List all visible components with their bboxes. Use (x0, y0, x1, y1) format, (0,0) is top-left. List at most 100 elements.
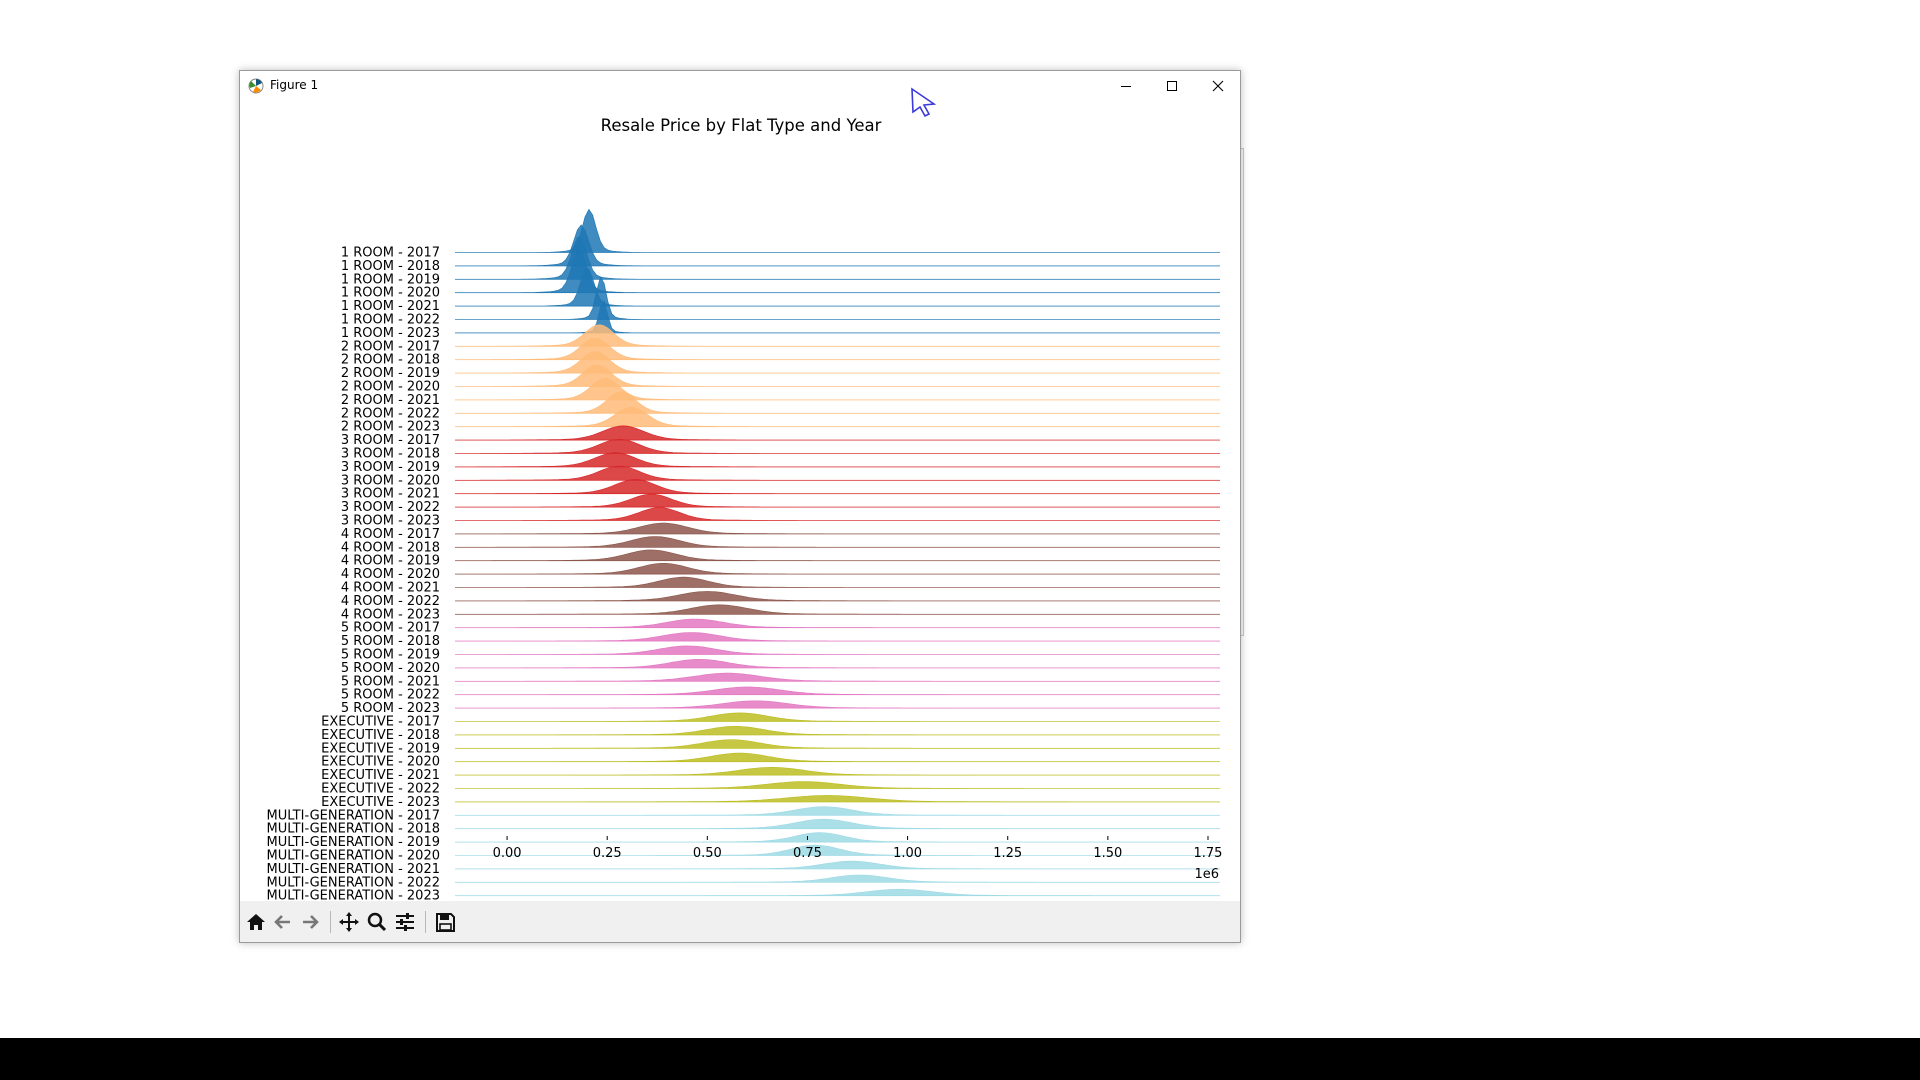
ridge-density (455, 406, 1220, 427)
x-tick-label: 1.00 (893, 846, 922, 861)
y-tick-label: 1 ROOM - 2018 (341, 259, 440, 274)
ridge-density (455, 465, 1220, 481)
y-tick-label: 5 ROOM - 2021 (341, 674, 440, 689)
y-tick-label: EXECUTIVE - 2021 (321, 768, 440, 783)
ridge-density (455, 618, 1220, 628)
y-tick-label: 4 ROOM - 2023 (341, 607, 440, 622)
ridge-density (455, 224, 1220, 267)
save-floppy-icon (436, 913, 455, 932)
zoom-magnifier-icon (367, 912, 387, 932)
ridge-density (455, 364, 1220, 387)
y-tick-label: 2 ROOM - 2020 (341, 380, 440, 395)
ridge-density (455, 536, 1220, 548)
pan-button[interactable] (336, 909, 362, 935)
ridge-density (455, 700, 1220, 709)
ridge-density (455, 766, 1220, 776)
ridge-density (455, 874, 1220, 883)
y-tick-label: 3 ROOM - 2017 (341, 433, 440, 448)
forward-button[interactable] (297, 909, 323, 935)
y-tick-label: MULTI-GENERATION - 2017 (266, 808, 440, 823)
y-tick-label: 4 ROOM - 2018 (341, 540, 440, 555)
configure-subplots-button[interactable] (392, 909, 418, 935)
y-tick-label: 1 ROOM - 2019 (341, 272, 440, 287)
close-icon (1212, 80, 1224, 92)
matplotlib-icon (247, 77, 265, 95)
forward-arrow-icon (303, 915, 319, 929)
ridge-density (455, 591, 1220, 602)
y-tick-label: EXECUTIVE - 2017 (321, 715, 440, 730)
y-tick-label: MULTI-GENERATION - 2020 (266, 849, 440, 864)
title-bar[interactable]: Figure 1 (240, 71, 1240, 101)
ridge-density (455, 208, 1220, 253)
minimize-button[interactable] (1103, 71, 1149, 101)
ridge-density (455, 250, 1220, 293)
ridge-density (455, 378, 1220, 401)
y-tick-label: EXECUTIVE - 2019 (321, 741, 440, 756)
y-tick-label: 3 ROOM - 2022 (341, 500, 440, 515)
maximize-button[interactable] (1149, 71, 1195, 101)
chart-title: Resale Price by Flat Type and Year (601, 116, 882, 135)
ridge-density (455, 493, 1220, 508)
taskbar (0, 1038, 1920, 1080)
ridge-density (455, 844, 1220, 856)
ridge-layer (455, 208, 1220, 897)
ridge-density (455, 425, 1220, 441)
toolbar-separator (425, 911, 426, 933)
y-tick-label: 3 ROOM - 2019 (341, 460, 440, 475)
ridge-density (455, 752, 1220, 762)
y-tick-label: 4 ROOM - 2021 (341, 581, 440, 596)
ridge-density (455, 781, 1220, 789)
x-tick-label: 1.25 (993, 846, 1022, 861)
ridge-density (455, 351, 1220, 374)
y-tick-label: 1 ROOM - 2022 (341, 313, 440, 328)
y-tick-label: 4 ROOM - 2019 (341, 554, 440, 569)
x-tick-label: 0.75 (793, 846, 822, 861)
ridge-density (455, 659, 1220, 669)
ridge-density (455, 300, 1220, 334)
y-tick-label: 2 ROOM - 2018 (341, 353, 440, 368)
y-tick-label: MULTI-GENERATION - 2023 (266, 889, 440, 901)
save-button[interactable] (432, 909, 458, 935)
pan-move-icon (339, 912, 359, 932)
close-button[interactable] (1195, 71, 1241, 101)
ridge-density (455, 888, 1220, 896)
navigation-toolbar (240, 901, 1240, 942)
zoom-button[interactable] (364, 909, 390, 935)
ridge-density (455, 522, 1220, 535)
ridge-density (455, 712, 1220, 722)
x-tick-label: 1.75 (1194, 846, 1223, 861)
y-tick-label: 5 ROOM - 2018 (341, 634, 440, 649)
configure-subplots-icon (396, 913, 414, 931)
minimize-icon (1121, 86, 1131, 87)
y-tick-label: MULTI-GENERATION - 2019 (266, 835, 440, 850)
ridge-density (455, 576, 1220, 588)
home-icon (247, 914, 265, 930)
y-tick-label: 1 ROOM - 2023 (341, 326, 440, 341)
y-tick-label: 3 ROOM - 2023 (341, 514, 440, 529)
y-tick-label: 2 ROOM - 2023 (341, 420, 440, 435)
ridge-density (455, 549, 1220, 561)
y-tick-label: 5 ROOM - 2022 (341, 688, 440, 703)
ridge-density (455, 645, 1220, 655)
figure-window: Figure 1 Resale Price by Flat Type and Y… (239, 70, 1241, 943)
back-button[interactable] (270, 909, 296, 935)
x-tick-label: 1.50 (1093, 846, 1122, 861)
mouse-cursor-icon (911, 87, 937, 118)
ridge-density (455, 452, 1220, 468)
window-title: Figure 1 (270, 78, 319, 92)
ridge-density (455, 507, 1220, 521)
ridge-density (455, 832, 1220, 843)
y-tick-label: 5 ROOM - 2020 (341, 661, 440, 676)
home-button[interactable] (243, 909, 269, 935)
ridge-density (455, 818, 1220, 829)
y-tick-label: 4 ROOM - 2020 (341, 567, 440, 582)
ridge-density (455, 672, 1220, 682)
y-tick-label: 4 ROOM - 2017 (341, 527, 440, 542)
maximize-icon (1167, 81, 1177, 91)
y-tick-label: 5 ROOM - 2017 (341, 621, 440, 636)
y-tick-label: 5 ROOM - 2019 (341, 648, 440, 663)
y-tick-label: EXECUTIVE - 2020 (321, 755, 440, 770)
ridge-density (455, 739, 1220, 749)
ridge-density (455, 806, 1220, 816)
